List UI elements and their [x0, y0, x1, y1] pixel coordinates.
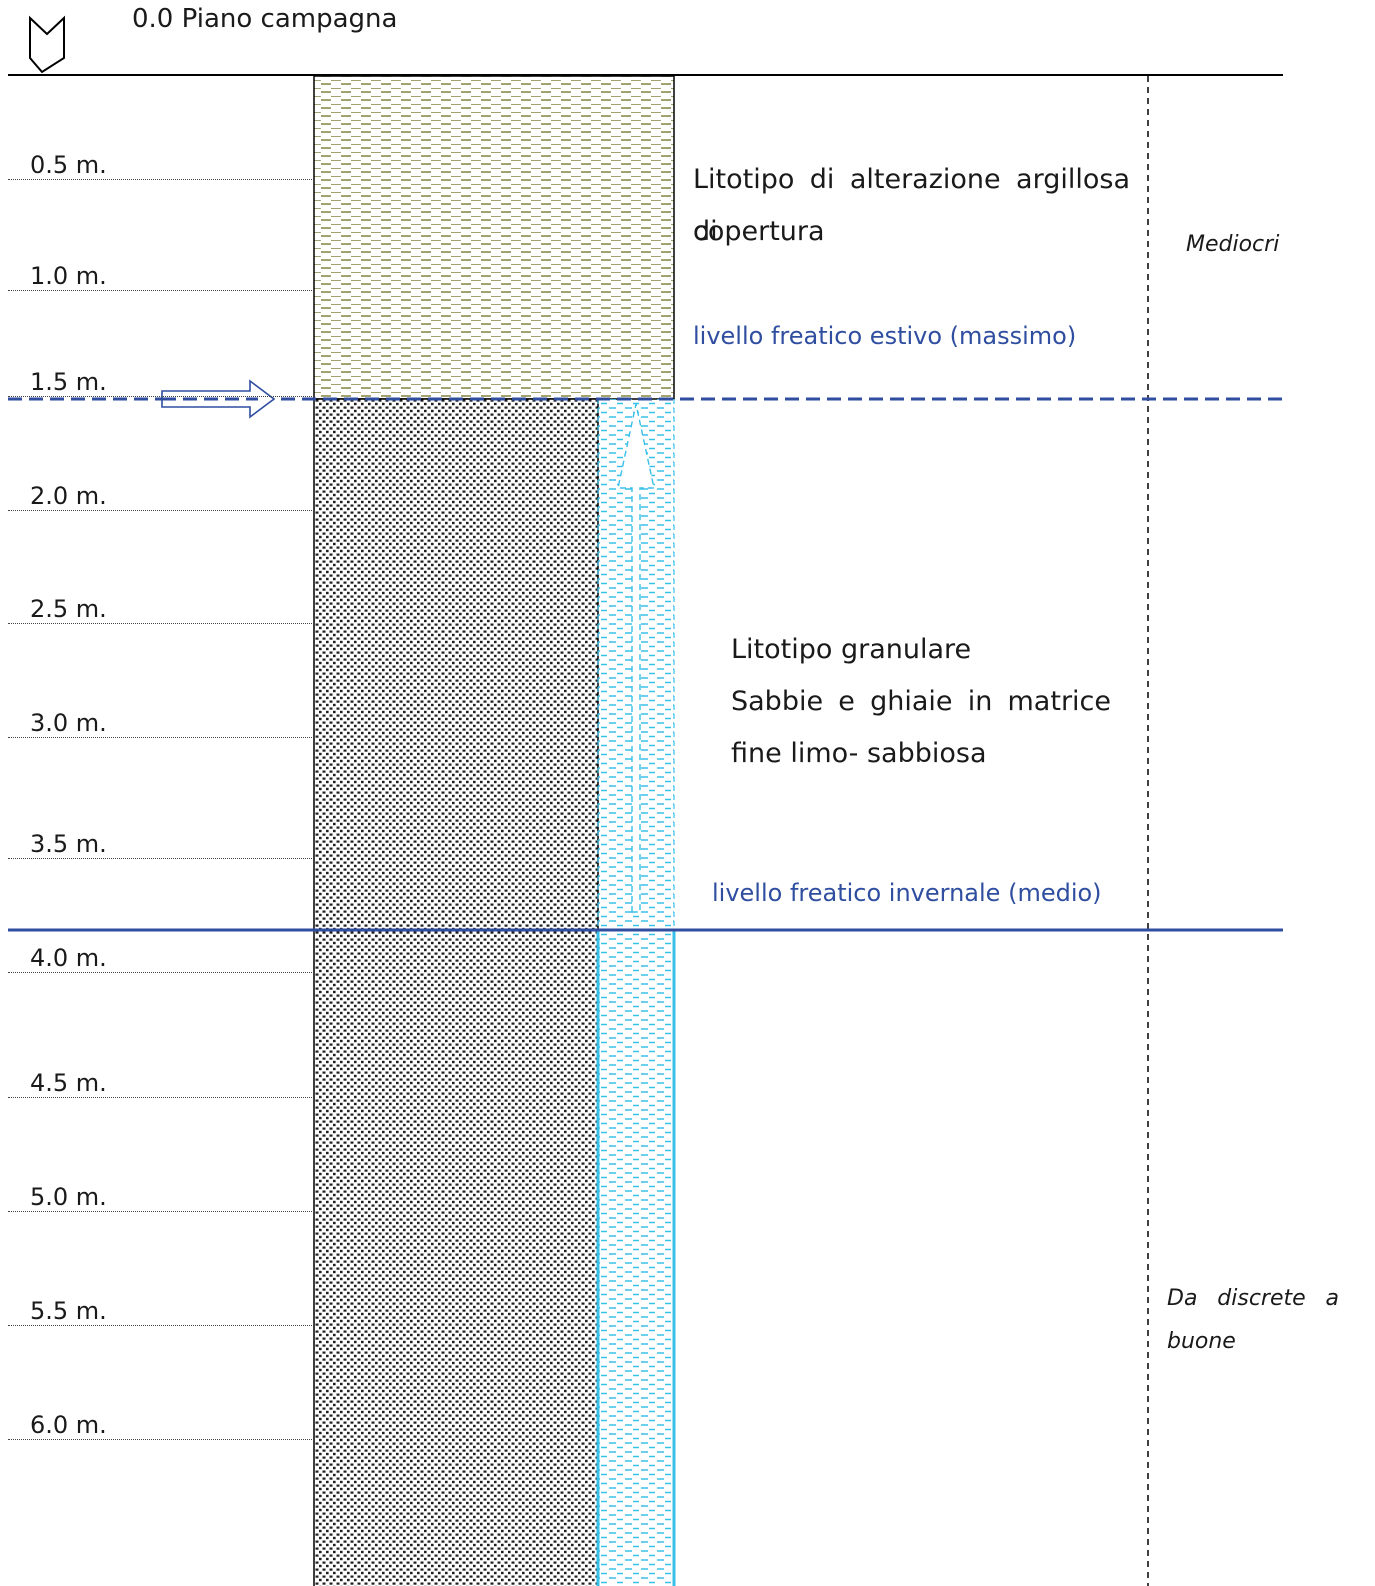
quality-upper-label: Mediocri — [1186, 232, 1280, 257]
granular-layer-description-line1: Sabbie e ghiaie in matrice — [731, 686, 1111, 717]
depth-mark: 2.0 m. — [8, 482, 312, 511]
depth-mark: 5.5 m. — [8, 1297, 312, 1326]
ground-surface-icon — [29, 15, 65, 74]
depth-mark: 3.0 m. — [8, 709, 312, 738]
quality-lower-label-line1: Da discrete a — [1167, 1286, 1339, 1311]
winter-water-level-label: livello freatico invernale (medio) — [712, 879, 1102, 907]
clay-layer-description-line1: Litotipo di alterazione argillosa di — [693, 164, 1130, 247]
granular-layer-title: Litotipo granulare — [731, 634, 972, 665]
clay-layer — [313, 75, 675, 400]
depth-mark: 4.5 m. — [8, 1069, 312, 1098]
depth-mark: 4.0 m. — [8, 944, 312, 973]
depth-mark: 5.0 m. — [8, 1183, 312, 1212]
ground-surface-label: 0.0 Piano campagna — [132, 4, 398, 34]
granular-layer — [313, 398, 599, 1586]
depth-mark: 1.0 m. — [8, 262, 312, 291]
depth-mark: 1.5 m. — [8, 368, 312, 397]
depth-mark: 3.5 m. — [8, 830, 312, 859]
quality-lower-label-line2: buone — [1167, 1329, 1236, 1354]
depth-mark: 2.5 m. — [8, 595, 312, 624]
clay-layer-description-line2: copertura — [693, 216, 825, 247]
rising-arrow-icon — [617, 403, 655, 913]
depth-mark: 6.0 m. — [8, 1411, 312, 1440]
depth-mark: 0.5 m. — [8, 151, 312, 180]
summer-water-level-label: livello freatico estivo (massimo) — [693, 322, 1077, 350]
granular-layer-description-line2: fine limo- sabbiosa — [731, 738, 987, 769]
